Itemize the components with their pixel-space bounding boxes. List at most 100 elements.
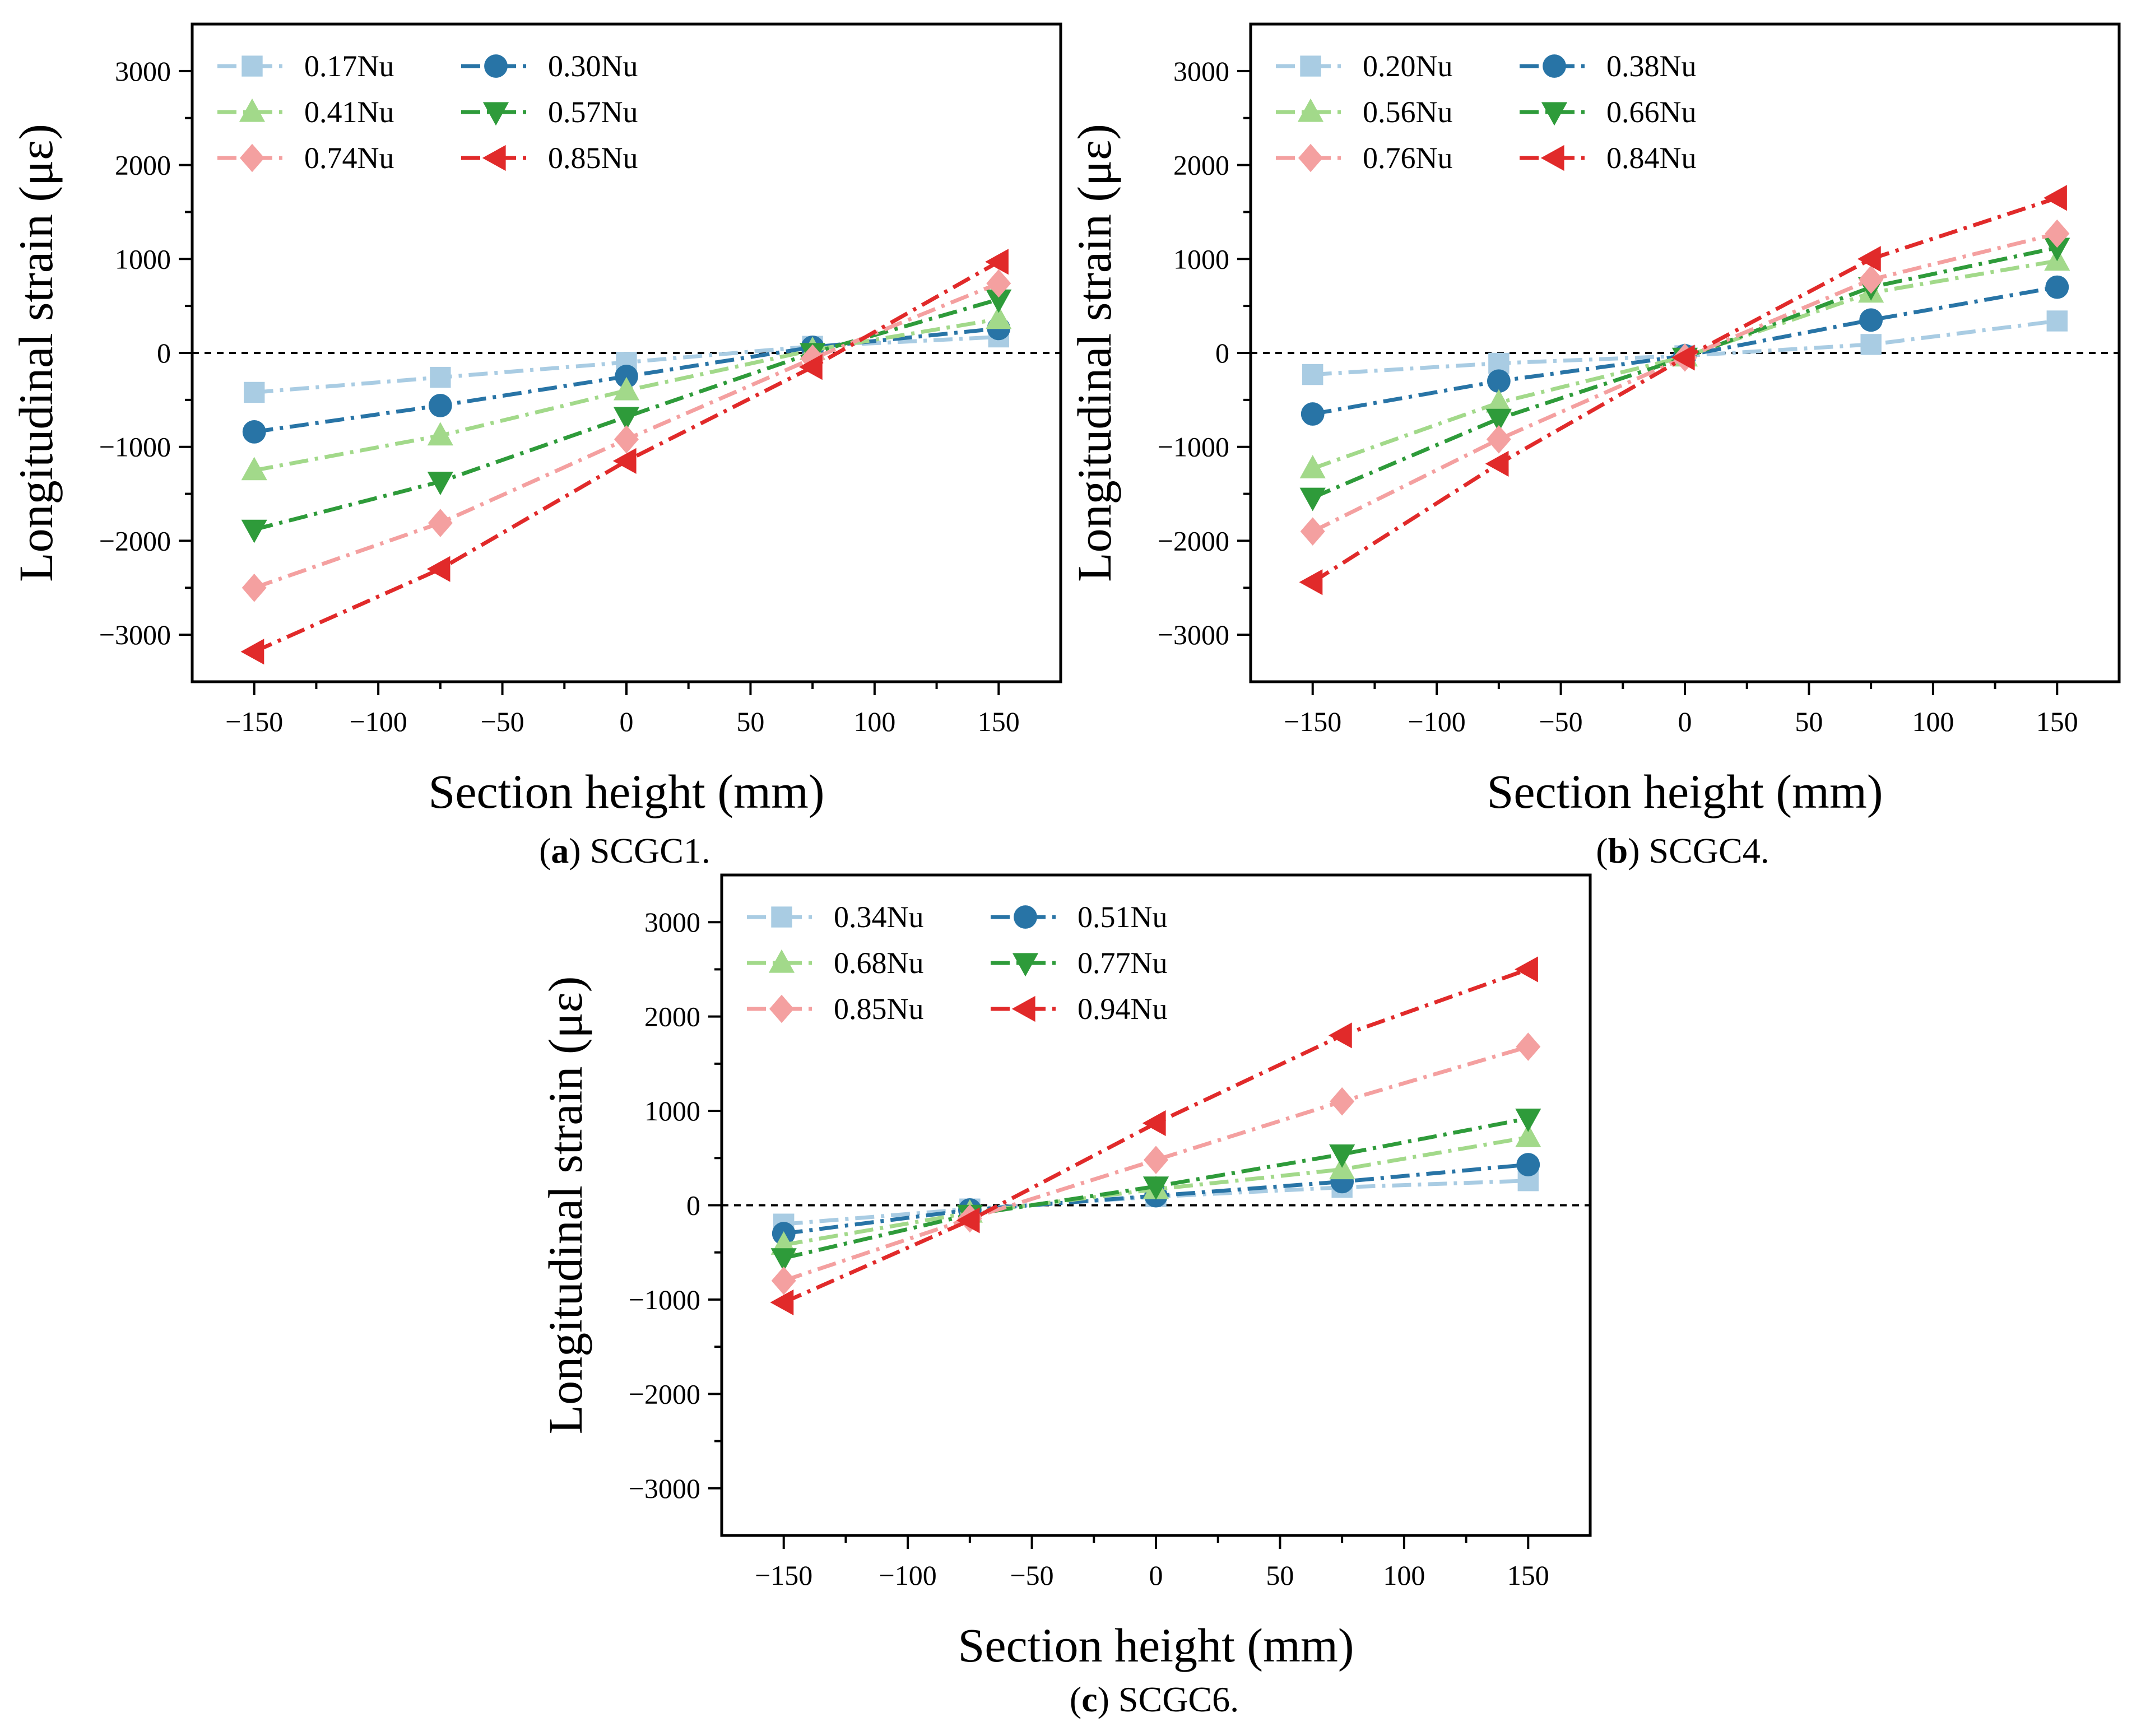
data-point	[1486, 425, 1511, 454]
data-point	[1328, 1022, 1352, 1049]
legend: 0.17Nu 0.30Nu 0.41Nu 0.57Nu 0.74Nu 0.85Nu	[217, 49, 638, 175]
y-tick-label: −2000	[1158, 525, 1229, 556]
caption-text: SCGC4.	[1640, 831, 1770, 871]
legend-label: 0.17Nu	[304, 49, 394, 83]
data-point	[1516, 1032, 1541, 1061]
x-tick-label: 150	[2036, 706, 2078, 737]
data-point	[2045, 219, 2070, 248]
legend-marker	[768, 949, 795, 973]
legend: 0.20Nu 0.38Nu 0.56Nu 0.66Nu 0.76Nu 0.84Nu	[1276, 49, 1697, 175]
x-axis-label: Section height (mm)	[429, 765, 825, 818]
data-point	[241, 457, 267, 481]
x-tick-label: 0	[1678, 706, 1692, 737]
legend-marker	[1300, 55, 1321, 77]
legend-marker	[1298, 143, 1323, 173]
data-point	[428, 394, 452, 417]
data-point	[986, 269, 1011, 298]
y-tick-label: 0	[1215, 337, 1229, 369]
x-axis-label: Section height (mm)	[958, 1618, 1354, 1672]
series-0.57Nu	[241, 289, 1012, 543]
y-tick-label: −3000	[99, 619, 171, 650]
y-axis-label: Longitudinal strain (με)	[9, 124, 63, 582]
x-tick-label: −100	[350, 706, 407, 737]
legend-marker	[240, 143, 264, 173]
y-tick-label: −3000	[629, 1473, 700, 1504]
data-point	[1299, 455, 1326, 478]
data-point	[1516, 1153, 1540, 1176]
data-point	[1301, 402, 1325, 426]
legend-label: 0.41Nu	[304, 95, 394, 129]
x-tick-label: 100	[1383, 1560, 1425, 1591]
data-point	[1515, 956, 1538, 983]
series-line	[253, 297, 1000, 532]
data-point	[1487, 369, 1511, 393]
legend: 0.34Nu 0.51Nu 0.68Nu 0.77Nu 0.85Nu 0.94Nu	[747, 900, 1168, 1026]
chart-panel-a: −150 −100 −50 0 50 100 150 −3000 −2000 −1000 0 1000…	[9, 22, 1062, 871]
data-point	[244, 381, 265, 403]
data-point	[241, 519, 267, 543]
caption-text: SCGC6.	[1109, 1679, 1239, 1719]
data-point	[427, 422, 453, 446]
data-point	[2046, 310, 2068, 332]
x-tick-label: 50	[1266, 1560, 1294, 1591]
data-point	[613, 407, 640, 431]
x-tick-label: −100	[1408, 706, 1466, 737]
legend-label: 0.85Nu	[548, 141, 638, 175]
y-tick-label: −1000	[99, 431, 171, 463]
legend-label: 0.51Nu	[1078, 900, 1168, 934]
panel-caption: (b) SCGC4.	[1596, 831, 1769, 871]
legend-marker	[1011, 995, 1035, 1022]
legend-marker	[1543, 54, 1566, 78]
data-point	[1144, 1146, 1168, 1174]
data-point	[770, 1289, 794, 1316]
x-tick-label: 100	[853, 706, 895, 737]
legend-label: 0.94Nu	[1078, 992, 1168, 1026]
series-line	[1312, 259, 2058, 471]
y-tick-label: 3000	[644, 906, 700, 938]
y-tick-label: 3000	[115, 55, 171, 87]
x-tick-label: 150	[978, 706, 1020, 737]
series-0.94Nu	[770, 956, 1538, 1316]
data-point	[1299, 569, 1323, 595]
data-point	[1671, 345, 1695, 371]
data-point	[2045, 275, 2069, 299]
x-tick-label: −150	[1284, 706, 1341, 737]
legend-label: 0.56Nu	[1363, 95, 1453, 129]
series-line	[253, 260, 1000, 654]
data-point	[1515, 1124, 1541, 1147]
legend-marker	[241, 55, 263, 77]
data-point	[241, 573, 267, 602]
panel-caption: (a) SCGC1.	[539, 831, 710, 871]
data-point	[426, 556, 451, 582]
data-point	[430, 366, 451, 388]
data-point	[798, 354, 823, 380]
data-point	[956, 1207, 980, 1234]
caption-letter: a	[551, 831, 569, 871]
legend-label: 0.57Nu	[548, 95, 638, 129]
legend-label: 0.30Nu	[548, 49, 638, 83]
y-tick-label: −2000	[99, 525, 171, 556]
data-point	[1485, 408, 1512, 432]
data-point	[1300, 517, 1325, 546]
series-0.84Nu	[1299, 185, 2067, 595]
legend-label: 0.20Nu	[1363, 49, 1453, 83]
series-0.85Nu	[240, 249, 1009, 665]
data-point	[427, 472, 453, 495]
y-tick-label: 1000	[115, 243, 171, 274]
y-tick-label: −2000	[629, 1378, 700, 1409]
data-point	[1485, 450, 1509, 477]
panel-caption: (c) SCGC6.	[1070, 1679, 1239, 1719]
y-tick-label: 1000	[644, 1095, 700, 1127]
data-point	[240, 639, 264, 665]
data-point	[1299, 487, 1326, 511]
legend-label: 0.66Nu	[1606, 95, 1697, 129]
data-point	[1860, 334, 1882, 355]
legend-marker	[482, 145, 506, 171]
chart-panel-c: −150 −100 −50 0 50 100 150 −3000 −2000 −1000 0 1000…	[538, 873, 1592, 1719]
data-point	[986, 305, 1012, 329]
legend-label: 0.85Nu	[834, 992, 924, 1026]
data-point	[986, 289, 1012, 313]
data-point	[612, 448, 637, 474]
legend-marker	[1297, 98, 1324, 122]
legend-marker	[771, 906, 792, 928]
